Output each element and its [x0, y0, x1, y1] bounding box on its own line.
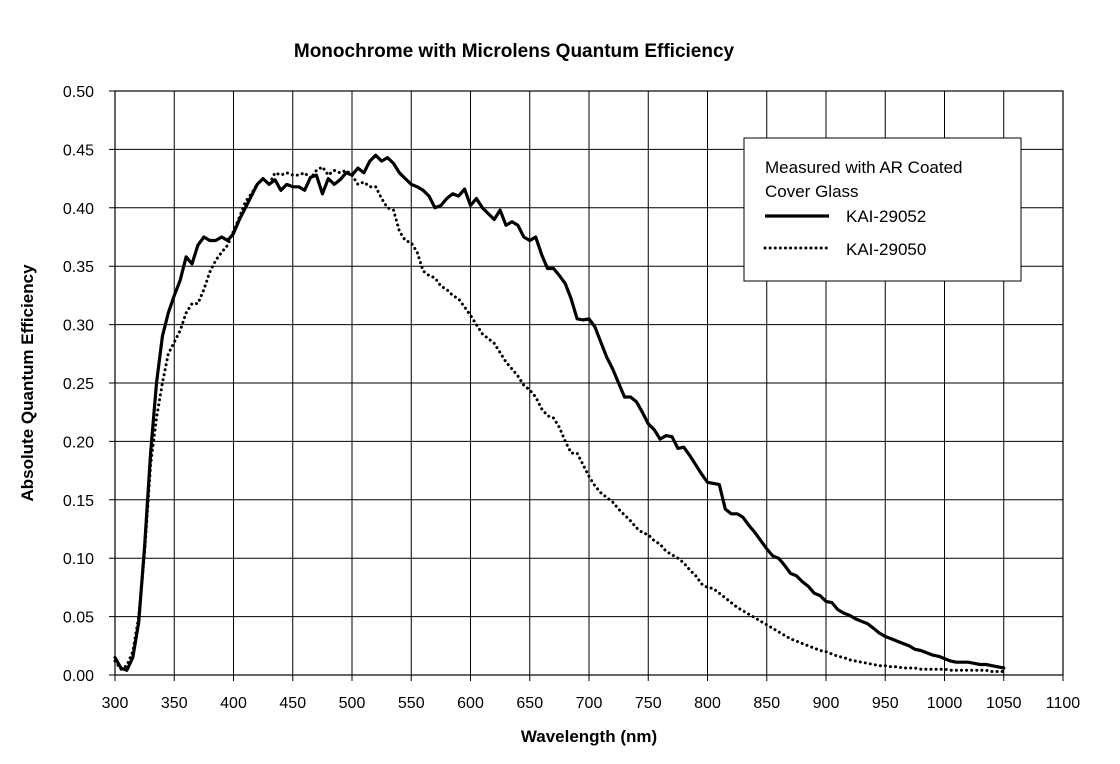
x-axis-label: Wavelength (nm) — [521, 727, 657, 746]
y-axis-label: Absolute Quantum Efficiency — [18, 264, 37, 502]
x-tick-labels: 300 350 400 450 500 550 600 650 700 750 800 850 900 9… — [102, 695, 1081, 712]
series-layer — [113, 153, 1006, 673]
legend-title-line-1: Measured with AR Coated — [765, 158, 963, 177]
y-tick-label: 0.25 — [63, 376, 94, 393]
x-tick-label: 600 — [457, 695, 484, 712]
x-tick-label: 400 — [220, 695, 247, 712]
x-tick-label: 850 — [753, 695, 780, 712]
x-tick-label: 350 — [161, 695, 188, 712]
x-tick-label: 500 — [339, 695, 366, 712]
plot-frame — [114, 90, 1064, 676]
x-tick-label: 750 — [635, 695, 662, 712]
x-tick-label: 950 — [872, 695, 899, 712]
y-tick-label: 0.30 — [63, 318, 94, 335]
x-tick-label: 550 — [398, 695, 425, 712]
y-tick-labels: 0.00 0.05 0.10 0.15 0.20 0.25 0.30 0.35 0.40 0.45… — [63, 84, 94, 685]
y-tick-label: 0.15 — [63, 493, 94, 510]
y-tick-label: 0.45 — [63, 142, 94, 159]
chart-title: Monochrome with Microlens Quantum Effici… — [294, 41, 735, 62]
x-tick-label: 300 — [102, 695, 129, 712]
y-tick-label: 0.50 — [63, 84, 94, 101]
x-tick-label: 650 — [516, 695, 543, 712]
x-tick-label: 800 — [694, 695, 721, 712]
x-tick-label: 450 — [279, 695, 306, 712]
legend-label-series-1: KAI-29052 — [846, 207, 926, 226]
y-tick-label: 0.40 — [63, 201, 94, 218]
series-line-kai-29050 — [113, 165, 1006, 673]
legend-label-series-2: KAI-29050 — [846, 240, 926, 259]
y-tick-label: 0.35 — [63, 259, 94, 276]
legend-title-line-2: Cover Glass — [765, 182, 859, 201]
x-tick-label: 900 — [813, 695, 840, 712]
y-tick-label: 0.00 — [63, 668, 94, 685]
x-tick-label: 1050 — [986, 695, 1022, 712]
x-tick-label: 1100 — [1046, 695, 1081, 712]
y-tick-label: 0.20 — [63, 434, 94, 451]
legend: Measured with AR Coated Cover Glass KAI-… — [743, 137, 1022, 282]
x-tick-label: 700 — [576, 695, 603, 712]
x-tick-label: 1000 — [927, 695, 963, 712]
y-tick-label: 0.10 — [63, 551, 94, 568]
legend-box — [743, 137, 1022, 282]
y-tick-label: 0.05 — [63, 610, 94, 627]
